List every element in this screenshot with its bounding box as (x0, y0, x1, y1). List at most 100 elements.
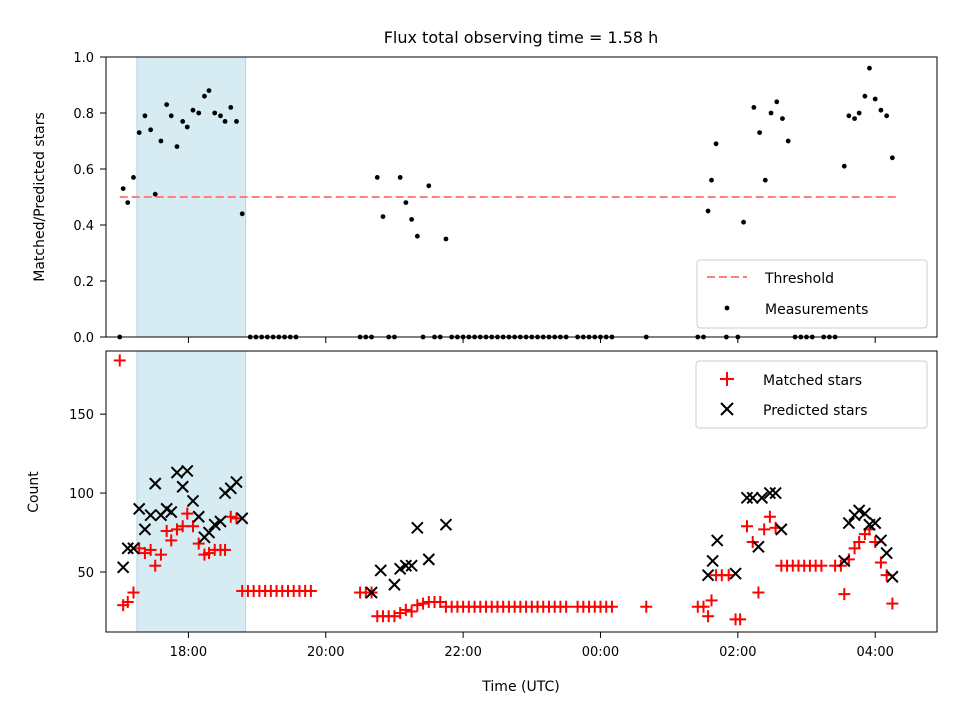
predicted-star-point (411, 521, 424, 535)
predicted-star-point (176, 480, 189, 493)
predicted-star-point (838, 554, 851, 568)
measurement-point (125, 200, 131, 206)
predicted-star-point (181, 464, 194, 478)
legend-predicted-swatch (720, 402, 734, 416)
measurement-point (884, 113, 890, 119)
legend-measurements-label: Measurements (765, 302, 868, 318)
measurement-point (762, 177, 768, 183)
matched-star-point (763, 510, 776, 523)
predicted-star-point (874, 534, 888, 547)
measurement-point (741, 219, 746, 225)
measurement-point (152, 191, 158, 197)
matched-star-point (705, 594, 718, 607)
x-axis-label: Time (UTC) (481, 679, 559, 695)
predicted-star-point (388, 578, 401, 591)
x-tick-label: 00:00 (582, 645, 619, 660)
predicted-star-point (755, 491, 769, 505)
x-tick-label: 18:00 (170, 645, 207, 660)
matched-star-point (853, 536, 866, 549)
measurement-point (785, 138, 791, 144)
matched-star-point (144, 543, 157, 556)
measurement-point (380, 214, 386, 220)
measurement-point (164, 102, 170, 107)
measurement-point (768, 110, 774, 116)
measurement-point (889, 155, 895, 161)
matched-star-point (230, 512, 243, 525)
measurement-point (228, 105, 234, 110)
predicted-star-point (763, 486, 777, 500)
matched-star-point (848, 542, 861, 555)
matched-star-point (186, 520, 199, 533)
predicted-star-point (868, 516, 882, 530)
matched-star-point (838, 588, 851, 601)
measurement-point (878, 107, 884, 113)
measurement-point (862, 93, 868, 99)
measurement-point (713, 141, 719, 147)
bottom-y-axis-label: Count (26, 471, 42, 513)
matched-star-point (411, 599, 424, 612)
measurement-point (206, 88, 212, 93)
measurement-point (148, 127, 154, 133)
predicted-star-point (236, 512, 249, 525)
measurement-point (212, 110, 218, 116)
predicted-star-point (138, 523, 152, 536)
measurement-point (757, 130, 762, 136)
top-y-tick-label: 0.0 (73, 331, 94, 346)
predicted-star-point (393, 562, 407, 576)
measurement-point (374, 175, 380, 180)
measurement-point (234, 119, 239, 124)
predicted-star-point (746, 491, 759, 505)
measurement-point (705, 208, 711, 214)
predicted-star-point (127, 542, 140, 555)
measurement-point (168, 113, 174, 119)
predicted-star-point (775, 523, 788, 536)
matched-star-point (740, 520, 753, 533)
matched-star-point (640, 600, 653, 613)
measurement-point (780, 116, 785, 121)
measurement-point (426, 183, 432, 189)
predicted-star-point (165, 505, 178, 519)
measurement-point (142, 113, 148, 119)
measurement-point (196, 110, 202, 116)
bottom-legend: Matched stars Predicted stars (695, 360, 928, 429)
matched-star-point (702, 610, 715, 623)
predicted-star-point (886, 570, 899, 583)
measurement-point (174, 144, 180, 150)
matched-star-point (758, 523, 771, 536)
matched-star-point (113, 354, 126, 367)
predicted-star-point (374, 564, 387, 577)
measurement-point (180, 119, 186, 124)
x-tick-label: 20:00 (307, 645, 344, 660)
measurement-point (131, 175, 136, 180)
bottom-plot-frame (105, 350, 938, 633)
matched-star-point (605, 600, 618, 613)
predicted-star-point (769, 486, 782, 500)
matched-star-point (417, 597, 430, 610)
x-tick-label: 22:00 (444, 645, 481, 660)
measurement-point (202, 93, 207, 99)
predicted-star-point (422, 553, 435, 566)
predicted-star-point (880, 546, 893, 560)
matched-star-point (388, 610, 401, 623)
measurement-point (443, 236, 449, 242)
bottom-y-tick-label: 150 (69, 408, 94, 423)
shaded-interval (136, 350, 247, 633)
predicted-star-point (439, 518, 453, 531)
predicted-star-point (170, 466, 184, 479)
matched-star-point (181, 507, 194, 520)
bottom-y-tick-label: 100 (69, 487, 94, 502)
measurement-point (709, 177, 714, 183)
measurement-point (222, 119, 228, 124)
predicted-star-point (842, 516, 856, 530)
top-y-axis-label: Matched/Predicted stars (32, 112, 48, 282)
matched-star-point (192, 537, 205, 550)
measurement-point (414, 233, 420, 239)
measurement-point (846, 113, 852, 119)
bottom-legend-box (695, 360, 928, 429)
matched-star-point (886, 597, 899, 610)
top-y-tick-label: 0.8 (73, 107, 94, 122)
matched-star-point (405, 605, 418, 618)
x-tick-label: 02:00 (719, 645, 756, 660)
